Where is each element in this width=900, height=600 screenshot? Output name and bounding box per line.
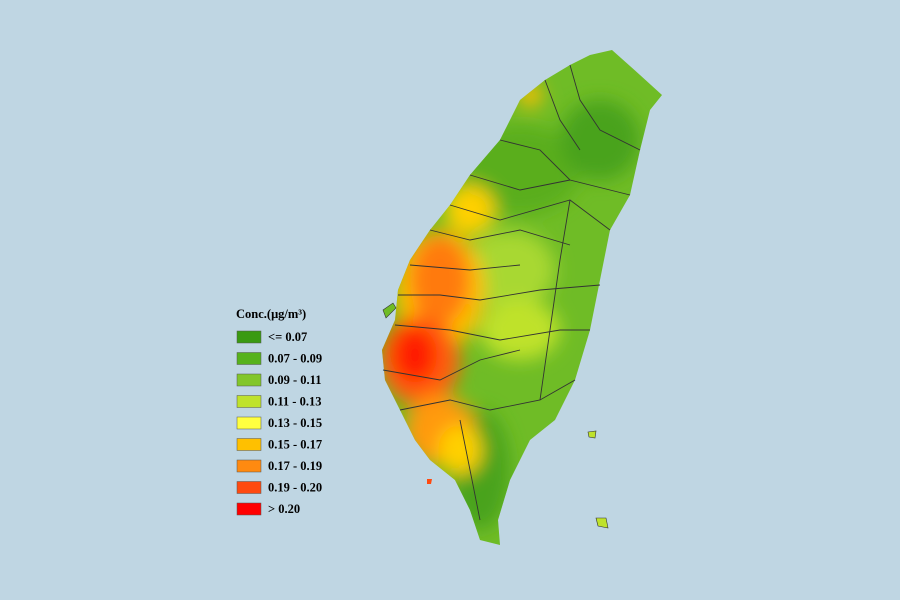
legend-label: 0.13 - 0.15: [268, 416, 322, 430]
concentration-field: [382, 83, 640, 530]
legend-swatch: [236, 416, 262, 430]
legend-label: 0.19 - 0.20: [268, 480, 322, 494]
islet: [595, 517, 609, 529]
legend-swatch: [236, 352, 262, 365]
legend-label: 0.15 - 0.17: [268, 437, 322, 451]
legend-label: 0.09 - 0.11: [268, 373, 321, 387]
islet: [427, 479, 432, 484]
legend-swatch: [236, 395, 262, 408]
legend-swatch: [236, 330, 262, 344]
legend-label: <= 0.07: [268, 330, 307, 344]
legend-swatch: [236, 438, 262, 451]
legend-label: 0.07 - 0.09: [268, 351, 322, 365]
legend-swatch: [236, 373, 262, 387]
legend-swatch: [236, 502, 262, 516]
legend-swatch: [236, 481, 262, 494]
county-borders: [382, 64, 641, 521]
islet: [587, 430, 597, 439]
legend-title: Conc.(μg/m³): [236, 307, 306, 321]
legend: Conc.(μg/m³) <= 0.07 0.07 - 0.09 0.09 - 0.…: [236, 307, 322, 516]
island: [382, 50, 662, 545]
legend-swatch: [236, 459, 262, 473]
islet: [382, 302, 397, 319]
legend-label: 0.17 - 0.19: [268, 459, 322, 473]
legend-label: > 0.20: [268, 502, 300, 516]
legend-label: 0.11 - 0.13: [268, 394, 321, 408]
